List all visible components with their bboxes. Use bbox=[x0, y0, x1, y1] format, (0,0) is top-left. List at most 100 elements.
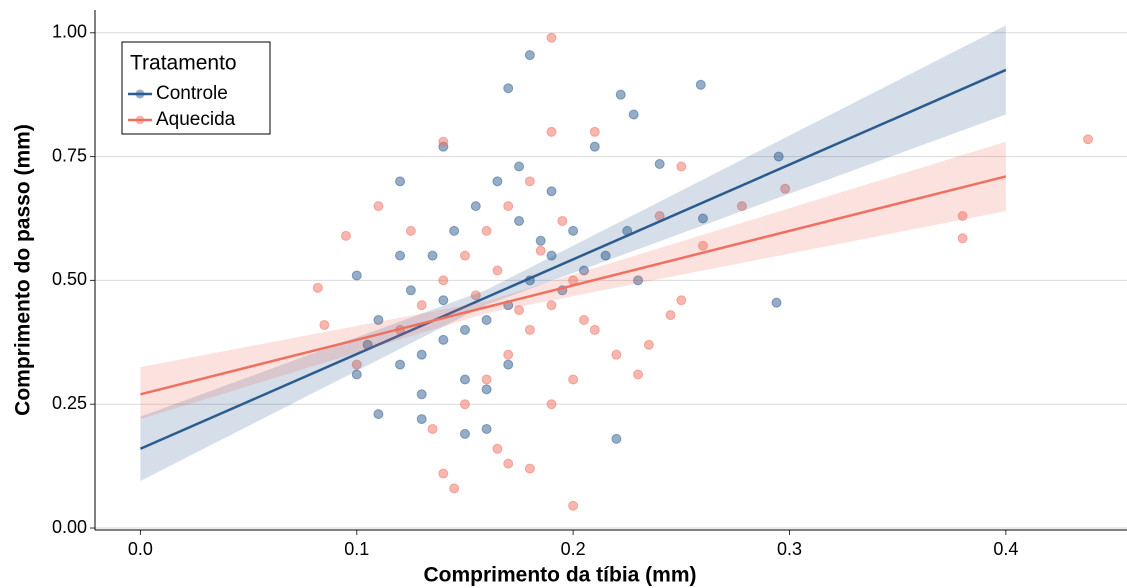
point bbox=[546, 186, 557, 197]
fit-line bbox=[140, 175, 1007, 396]
point bbox=[524, 324, 535, 335]
point bbox=[514, 305, 525, 316]
legend-key-point bbox=[135, 115, 145, 125]
point bbox=[697, 213, 708, 224]
point bbox=[568, 500, 579, 511]
point bbox=[611, 433, 622, 444]
point bbox=[643, 339, 654, 350]
point bbox=[470, 290, 481, 301]
point bbox=[351, 359, 362, 370]
point bbox=[589, 141, 600, 152]
legend-key-point bbox=[135, 89, 145, 99]
point bbox=[470, 201, 481, 212]
point bbox=[351, 369, 362, 380]
point bbox=[665, 310, 676, 321]
point bbox=[780, 183, 791, 194]
point bbox=[773, 151, 784, 162]
point bbox=[481, 384, 492, 395]
point bbox=[568, 374, 579, 385]
confidence-band bbox=[140, 25, 1006, 481]
point bbox=[416, 349, 427, 360]
point bbox=[427, 250, 438, 261]
point bbox=[546, 250, 557, 261]
point bbox=[589, 324, 600, 335]
point bbox=[654, 159, 665, 170]
legend-title: Tratamento bbox=[130, 52, 237, 75]
point bbox=[481, 374, 492, 385]
point bbox=[503, 83, 514, 94]
point bbox=[771, 297, 782, 308]
point bbox=[459, 324, 470, 335]
point bbox=[589, 126, 600, 137]
point bbox=[492, 176, 503, 187]
point bbox=[611, 349, 622, 360]
point bbox=[416, 414, 427, 425]
point bbox=[568, 225, 579, 236]
point bbox=[514, 161, 525, 172]
point bbox=[438, 334, 449, 345]
point bbox=[416, 389, 427, 400]
point bbox=[373, 201, 384, 212]
point bbox=[697, 240, 708, 251]
point bbox=[503, 201, 514, 212]
point bbox=[438, 468, 449, 479]
fit-line bbox=[139, 68, 1007, 450]
point bbox=[546, 399, 557, 410]
x-tick-label: 0.1 bbox=[344, 539, 369, 559]
point bbox=[449, 483, 460, 494]
point bbox=[546, 126, 557, 137]
point bbox=[524, 176, 535, 187]
point bbox=[481, 315, 492, 326]
point bbox=[405, 285, 416, 296]
confidence-band bbox=[140, 141, 1006, 420]
point bbox=[438, 295, 449, 306]
point bbox=[438, 275, 449, 286]
legend-label: Aquecida bbox=[156, 109, 236, 130]
y-tick-label: 0.50 bbox=[52, 269, 87, 289]
x-tick-label: 0.0 bbox=[128, 539, 153, 559]
point bbox=[427, 423, 438, 434]
point bbox=[524, 50, 535, 61]
point bbox=[449, 225, 460, 236]
legend-label: Controle bbox=[156, 83, 228, 104]
point bbox=[957, 233, 968, 244]
point bbox=[1083, 134, 1094, 145]
point bbox=[628, 109, 639, 120]
x-tick-label: 0.3 bbox=[777, 539, 802, 559]
point bbox=[546, 300, 557, 311]
y-axis-title: Comprimento do passo (mm) bbox=[12, 124, 35, 416]
point bbox=[312, 282, 323, 293]
point bbox=[633, 369, 644, 380]
x-tick-label: 0.4 bbox=[993, 539, 1018, 559]
point bbox=[514, 215, 525, 226]
x-tick-label: 0.2 bbox=[561, 539, 586, 559]
point bbox=[459, 428, 470, 439]
y-tick-label: 0.00 bbox=[52, 517, 87, 537]
point bbox=[492, 265, 503, 276]
point bbox=[557, 215, 568, 226]
point bbox=[535, 245, 546, 256]
point bbox=[340, 230, 351, 241]
point bbox=[578, 315, 589, 326]
point bbox=[438, 136, 449, 147]
point bbox=[395, 359, 406, 370]
point bbox=[459, 374, 470, 385]
point bbox=[524, 463, 535, 474]
point bbox=[600, 250, 611, 261]
point bbox=[676, 295, 687, 306]
point bbox=[395, 176, 406, 187]
point bbox=[373, 409, 384, 420]
point bbox=[492, 443, 503, 454]
point bbox=[373, 315, 384, 326]
point bbox=[695, 79, 706, 90]
point bbox=[481, 423, 492, 434]
point bbox=[578, 265, 589, 276]
point bbox=[546, 32, 557, 43]
point bbox=[503, 359, 514, 370]
point bbox=[481, 225, 492, 236]
point bbox=[676, 161, 687, 172]
point bbox=[319, 319, 330, 330]
y-tick-label: 0.75 bbox=[52, 145, 87, 165]
